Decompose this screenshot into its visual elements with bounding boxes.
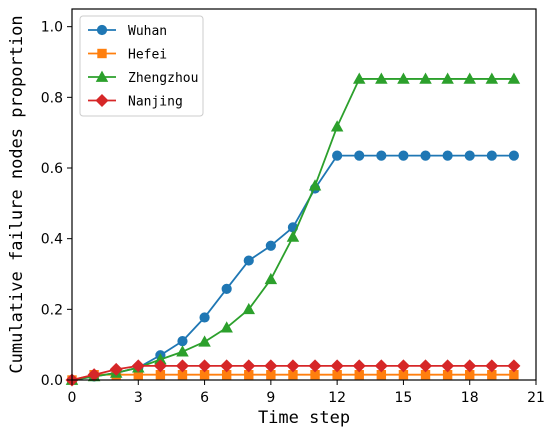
data-point [242,302,256,315]
data-point [242,359,256,373]
data-point [243,255,254,266]
legend-label: Zhengzhou [128,71,198,86]
x-tick-label: 15 [395,390,413,406]
plot-frame [71,8,537,381]
x-tick-label: 0 [68,390,77,406]
data-point [441,72,454,84]
data-point [176,345,189,357]
data-point [374,359,388,373]
data-point [486,150,497,161]
data-point [464,150,475,161]
data-point [175,359,189,373]
data-point [419,359,433,373]
data-point [396,359,410,373]
data-point [131,359,145,373]
data-point [441,359,455,373]
data-point [286,359,300,373]
y-tick-label: 0.0 [41,373,63,389]
x-tick-label: 6 [200,390,209,406]
y-axis-label: Cumulative failure nodes proportion [7,15,27,373]
x-tick-label: 21 [527,390,545,406]
legend-label: Hefei [128,48,167,63]
data-point [485,359,499,373]
x-axis-label: Time step [258,408,350,428]
legend-marker [97,48,107,59]
data-point [352,72,366,84]
y-axis: 0.0 0.2 0.4 0.6 0.8 1.0 [41,20,72,389]
data-point [463,359,477,373]
data-point [308,179,322,191]
series-line [71,154,514,381]
data-point [507,72,521,84]
data-point [330,120,344,132]
x-tick-label: 9 [266,390,275,406]
y-tick-label: 0.6 [41,161,63,177]
data-point [177,336,188,347]
data-point [352,359,366,373]
data-point [332,150,343,161]
x-axis: 0 3 6 9 12 15 18 21 [68,380,545,406]
legend-marker [95,93,109,108]
legend-item: Wuhan [88,24,167,39]
x-tick-label: 12 [328,390,346,406]
data-point [463,72,476,84]
data-point [308,359,322,373]
data-point [485,72,499,84]
data-point [419,72,432,84]
data-point [330,359,344,373]
y-tick-label: 0.8 [41,90,63,106]
data-point [398,150,409,161]
data-point [264,359,278,373]
data-point [442,150,453,161]
data-point [220,321,233,333]
data-point [109,362,123,376]
series-layer [65,72,521,387]
data-point [265,240,276,251]
data-point [286,230,300,242]
series-nanjing [65,359,521,387]
data-point [375,72,388,84]
data-point [397,72,410,84]
data-point [507,359,521,373]
data-point [221,283,232,294]
y-tick-label: 0.2 [41,302,63,318]
x-tick-label: 18 [461,390,479,406]
data-point [508,150,520,161]
data-point [220,359,234,373]
legend-label: Nanjing [128,95,183,110]
x-tick-label: 3 [134,390,143,406]
legend-marker [95,70,109,82]
y-tick-label: 0.4 [41,232,63,248]
legend: Wuhan Hefei Zhengzhou Nanjing [79,15,204,117]
data-point [376,150,387,161]
series-hefei [67,370,519,385]
series-wuhan [66,150,520,386]
data-point [264,272,278,285]
legend-marker [96,24,108,36]
data-point [153,359,167,373]
legend-item: Nanjing [88,93,183,110]
data-point [198,335,211,347]
data-point [420,150,431,161]
y-tick-label: 1.0 [41,20,63,36]
data-point [198,359,212,373]
data-point [354,150,365,161]
legend-item: Zhengzhou [88,70,198,86]
legend-box [79,15,204,117]
legend-label: Wuhan [128,24,167,39]
data-point [199,312,210,323]
legend-item: Hefei [88,48,167,63]
